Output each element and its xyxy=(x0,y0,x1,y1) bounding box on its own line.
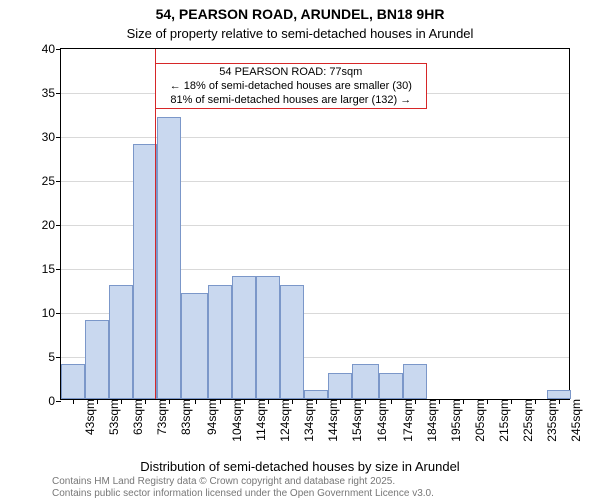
xtick-label: 63sqm xyxy=(127,399,145,435)
attribution-line: Contains HM Land Registry data © Crown c… xyxy=(52,476,434,488)
histogram-bar xyxy=(328,373,352,399)
xtick-mark xyxy=(559,399,560,404)
xtick-label: 124sqm xyxy=(274,399,292,442)
histogram-bar xyxy=(208,285,232,399)
xtick-label: 174sqm xyxy=(397,399,415,442)
xtick-label: 245sqm xyxy=(565,399,583,442)
xtick-label: 144sqm xyxy=(322,399,340,442)
xtick-label: 195sqm xyxy=(445,399,463,442)
ytick-label: 10 xyxy=(42,306,61,320)
xtick-label: 225sqm xyxy=(517,399,535,442)
xtick-mark xyxy=(535,399,536,404)
xtick-mark xyxy=(511,399,512,404)
xtick-mark xyxy=(268,399,269,404)
callout-line: 54 PEARSON ROAD: 77sqm xyxy=(160,66,422,80)
x-axis-label: Distribution of semi-detached houses by … xyxy=(0,459,600,474)
xtick-label: 114sqm xyxy=(250,399,268,441)
xtick-mark xyxy=(73,399,74,404)
ytick-label: 20 xyxy=(42,218,61,232)
histogram-bar xyxy=(61,364,85,399)
histogram-bar xyxy=(133,144,157,399)
xtick-mark xyxy=(169,399,170,404)
attribution-text: Contains HM Land Registry data © Crown c… xyxy=(52,476,434,500)
plot-area: 051015202530354043sqm53sqm63sqm73sqm83sq… xyxy=(60,48,570,400)
histogram-bar xyxy=(280,285,304,399)
ytick-label: 0 xyxy=(48,394,61,408)
xtick-mark xyxy=(439,399,440,404)
callout-line: 81% of semi-detached houses are larger (… xyxy=(160,94,422,108)
xtick-label: 104sqm xyxy=(226,399,244,442)
xtick-mark xyxy=(121,399,122,404)
chart-subtitle: Size of property relative to semi-detach… xyxy=(0,26,600,41)
xtick-label: 94sqm xyxy=(201,399,219,435)
xtick-label: 53sqm xyxy=(103,399,121,435)
histogram-bar xyxy=(85,320,109,399)
histogram-bar xyxy=(109,285,133,399)
xtick-label: 235sqm xyxy=(541,399,559,442)
xtick-mark xyxy=(463,399,464,404)
xtick-mark xyxy=(365,399,366,404)
xtick-label: 73sqm xyxy=(151,399,169,435)
xtick-mark xyxy=(487,399,488,404)
xtick-label: 164sqm xyxy=(371,399,389,442)
gridline xyxy=(61,137,569,138)
ytick-label: 35 xyxy=(42,86,61,100)
ytick-label: 40 xyxy=(42,42,61,56)
ytick-label: 30 xyxy=(42,130,61,144)
histogram-bar xyxy=(256,276,280,399)
histogram-bar xyxy=(379,373,403,399)
xtick-label: 184sqm xyxy=(421,399,439,442)
xtick-label: 83sqm xyxy=(175,399,193,435)
attribution-line: Contains public sector information licen… xyxy=(52,488,434,500)
xtick-label: 215sqm xyxy=(493,399,511,442)
ytick-label: 25 xyxy=(42,174,61,188)
histogram-bar xyxy=(352,364,378,399)
xtick-label: 205sqm xyxy=(469,399,487,442)
histogram-bar xyxy=(304,390,328,399)
xtick-mark xyxy=(316,399,317,404)
histogram-bar xyxy=(403,364,427,399)
subject-callout: 54 PEARSON ROAD: 77sqm← 18% of semi-deta… xyxy=(155,63,427,109)
xtick-mark xyxy=(97,399,98,404)
histogram-bar xyxy=(547,390,571,399)
callout-line: ← 18% of semi-detached houses are smalle… xyxy=(160,80,422,94)
xtick-label: 43sqm xyxy=(79,399,97,435)
xtick-label: 134sqm xyxy=(298,399,316,442)
histogram-bar xyxy=(232,276,256,399)
histogram-bar xyxy=(181,293,207,399)
ytick-label: 5 xyxy=(48,350,61,364)
histogram-bar xyxy=(157,117,181,399)
xtick-mark xyxy=(244,399,245,404)
xtick-mark xyxy=(220,399,221,404)
xtick-mark xyxy=(195,399,196,404)
ytick-label: 15 xyxy=(42,262,61,276)
chart-container: 54, PEARSON ROAD, ARUNDEL, BN18 9HR Size… xyxy=(0,0,600,500)
xtick-mark xyxy=(292,399,293,404)
xtick-mark xyxy=(415,399,416,404)
xtick-mark xyxy=(340,399,341,404)
xtick-mark xyxy=(145,399,146,404)
xtick-label: 154sqm xyxy=(346,399,364,442)
chart-title: 54, PEARSON ROAD, ARUNDEL, BN18 9HR xyxy=(0,6,600,22)
xtick-mark xyxy=(391,399,392,404)
